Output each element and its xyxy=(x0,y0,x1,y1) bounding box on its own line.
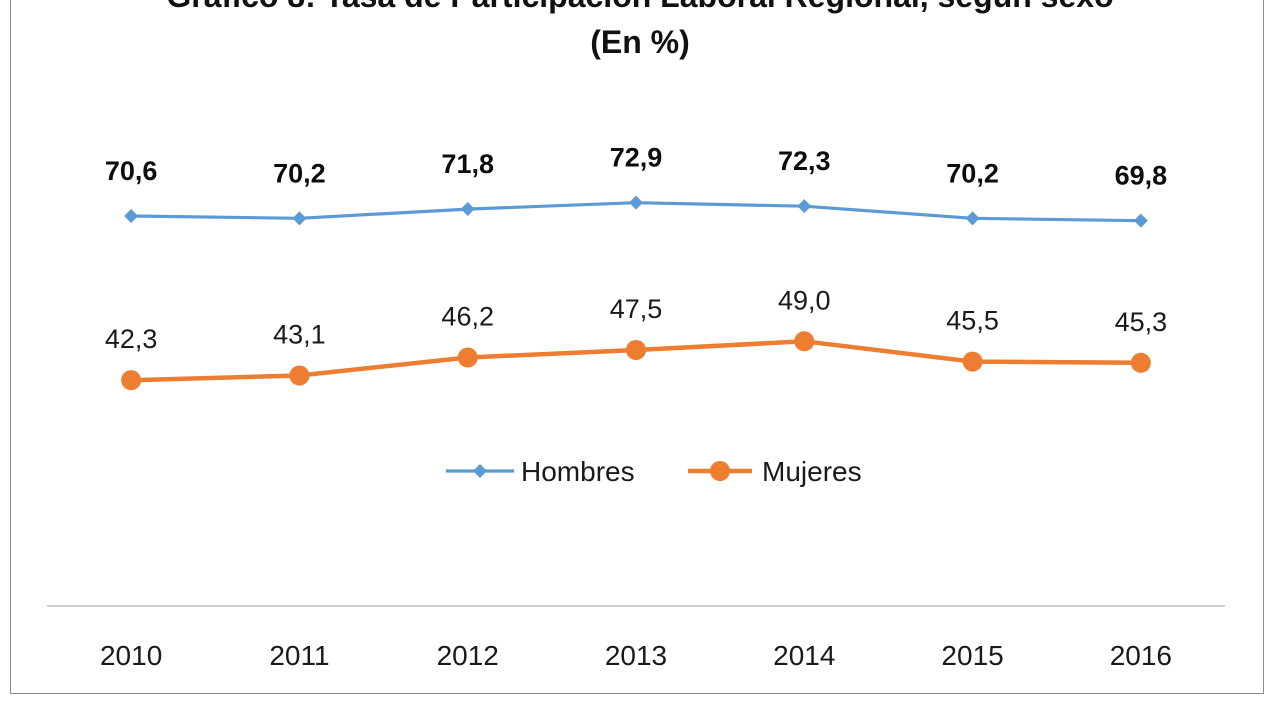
data-point-hombres xyxy=(1133,213,1148,228)
chart-title: Gráfico 8: Tasa de Participación Laboral… xyxy=(0,0,1280,15)
chart-frame xyxy=(10,0,1264,694)
data-point-hombres xyxy=(292,211,307,226)
data-label-hombres: 69,8 xyxy=(1115,161,1168,191)
data-point-hombres xyxy=(797,199,812,214)
legend-label-hombres: Hombres xyxy=(521,456,635,487)
data-label-hombres: 70,2 xyxy=(946,158,999,188)
data-point-mujeres xyxy=(794,331,815,352)
data-label-hombres: 72,3 xyxy=(778,146,831,176)
data-label-mujeres: 47,5 xyxy=(610,294,663,324)
data-label-hombres: 70,6 xyxy=(105,156,158,186)
data-label-mujeres: 42,3 xyxy=(105,324,158,354)
data-label-mujeres: 49,0 xyxy=(778,285,831,315)
data-label-hombres: 72,9 xyxy=(610,143,663,173)
x-tick-label: 2011 xyxy=(269,640,329,671)
data-point-mujeres xyxy=(1130,352,1151,373)
x-tick-label: 2015 xyxy=(941,640,1003,671)
data-point-mujeres xyxy=(121,370,142,391)
x-tick-label: 2012 xyxy=(437,640,499,671)
chart-subtitle: (En %) xyxy=(590,24,690,60)
data-label-mujeres: 45,3 xyxy=(1115,307,1168,337)
legend-label-mujeres: Mujeres xyxy=(762,456,862,487)
data-label-hombres: 70,2 xyxy=(273,158,326,188)
x-tick-label: 2016 xyxy=(1110,640,1172,671)
data-label-mujeres: 45,5 xyxy=(946,306,999,336)
data-label-mujeres: 43,1 xyxy=(273,320,326,350)
x-tick-label: 2010 xyxy=(100,640,162,671)
x-tick-label: 2014 xyxy=(773,640,835,671)
data-point-hombres xyxy=(124,209,139,224)
data-point-mujeres xyxy=(626,340,646,360)
data-label-mujeres: 46,2 xyxy=(441,302,494,332)
data-point-hombres xyxy=(629,195,643,210)
legend-marker-mujeres xyxy=(710,461,730,481)
x-tick-label: 2013 xyxy=(605,640,667,671)
data-point-mujeres xyxy=(289,365,310,386)
data-point-hombres xyxy=(965,211,980,226)
data-point-hombres xyxy=(460,202,475,217)
data-label-hombres: 71,8 xyxy=(441,149,494,179)
data-point-mujeres xyxy=(962,351,983,372)
data-point-mujeres xyxy=(457,347,478,368)
legend-marker-hombres xyxy=(473,464,487,478)
